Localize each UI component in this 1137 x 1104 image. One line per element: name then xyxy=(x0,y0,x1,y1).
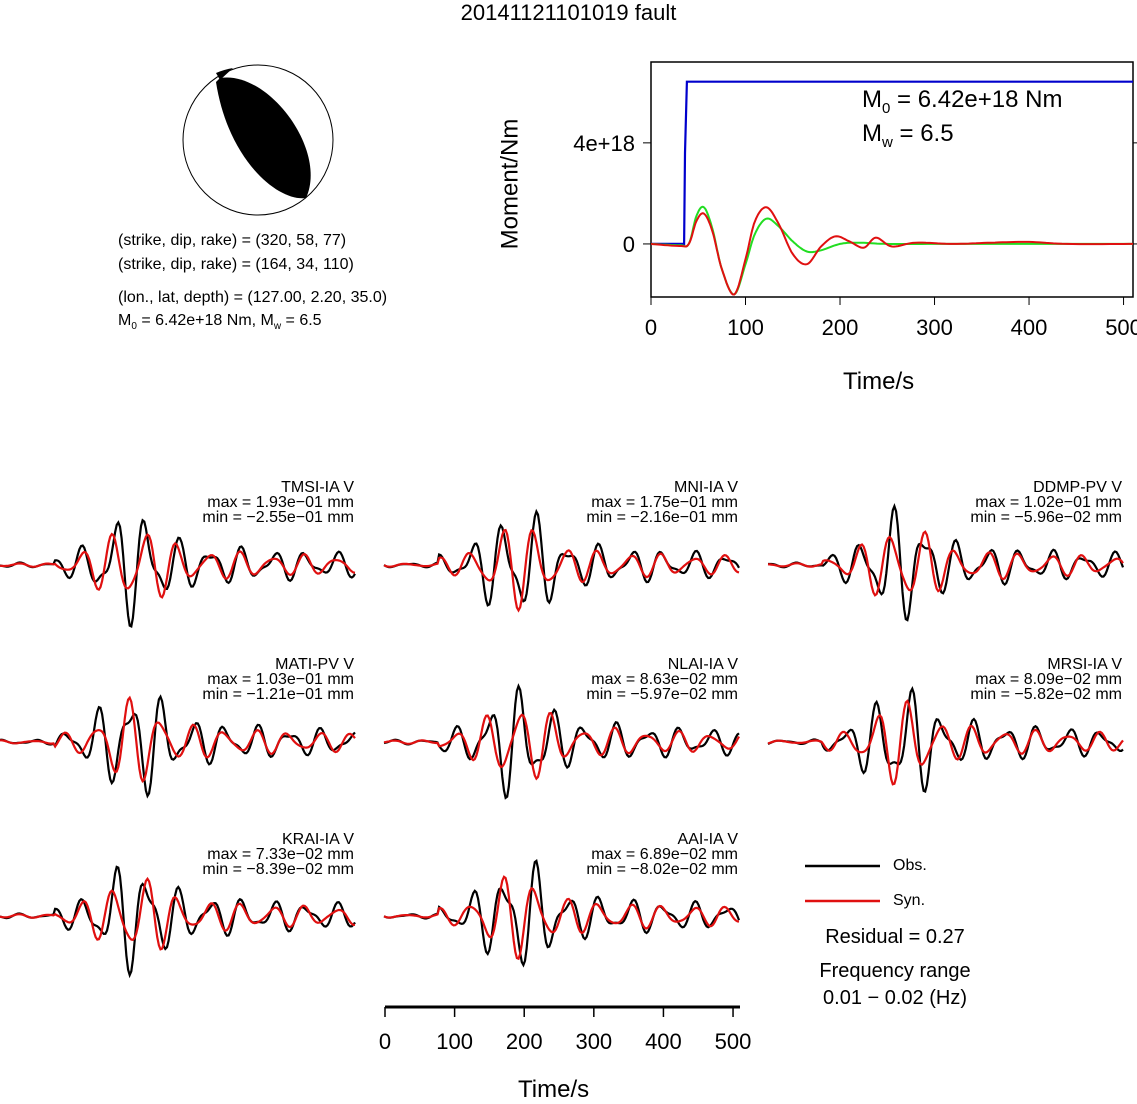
legend-obs-label: Obs. xyxy=(893,857,927,874)
moment-series-line xyxy=(651,80,1133,245)
synthetic-waveform xyxy=(383,875,740,961)
observed-waveform xyxy=(383,683,740,800)
legend-syn-label: Syn. xyxy=(893,892,926,909)
waveform-xtick-label: 200 xyxy=(506,1029,543,1054)
synthetic-waveform xyxy=(767,699,1124,786)
synthetic-waveform xyxy=(0,532,356,599)
waveform-xlabel: Time/s xyxy=(518,1076,590,1103)
location-text: (lon., lat, depth) = (127.00, 2.20, 35.0… xyxy=(118,289,388,306)
frequency-range-label: Frequency range xyxy=(819,960,971,982)
figure-title: 20141121101019 fault xyxy=(460,0,677,25)
observed-waveform xyxy=(0,694,356,799)
waveform-xtick-label: 400 xyxy=(645,1029,682,1054)
moment-ytick-label: 4e+18 xyxy=(573,131,635,156)
synthetic-waveform xyxy=(383,712,740,781)
beachball-compression-tip xyxy=(216,68,233,80)
synthetic-waveform xyxy=(0,876,356,951)
observed-waveform xyxy=(0,865,356,979)
waveform-xtick-label: 300 xyxy=(575,1029,612,1054)
moment-xtick-label: 200 xyxy=(822,315,859,340)
frequency-range-value: 0.01 − 0.02 (Hz) xyxy=(823,987,967,1009)
moment-xtick-label: 400 xyxy=(1011,315,1048,340)
observed-waveform xyxy=(767,686,1124,794)
synthetic-waveform xyxy=(767,530,1124,597)
moment-panel-frame xyxy=(650,61,1134,298)
moment-magnitude-text: M0 = 6.42e+18 Nm, Mw = 6.5 xyxy=(118,312,322,333)
waveform-xtick-label: 500 xyxy=(715,1029,752,1054)
synthetic-waveform xyxy=(383,528,740,613)
residual-text: Residual = 0.27 xyxy=(825,926,965,948)
synthetic-waveform xyxy=(0,695,356,783)
moment-series-line xyxy=(650,206,1133,296)
nodal-plane-1: (strike, dip, rake) = (320, 58, 77) xyxy=(118,232,347,249)
waveform-xtick-label: 0 xyxy=(379,1029,391,1054)
waveform-xtick-label: 100 xyxy=(436,1029,473,1054)
nodal-plane-2: (strike, dip, rake) = (164, 34, 110) xyxy=(118,256,354,273)
moment-ytick-label: 0 xyxy=(623,232,635,257)
moment-annotation-mw: Mw = 6.5 xyxy=(862,120,954,151)
observed-waveform xyxy=(383,508,740,607)
moment-annotation-m0: M0 = 6.42e+18 Nm xyxy=(862,86,1063,117)
moment-xtick-label: 300 xyxy=(916,315,953,340)
moment-xtick-label: 500 xyxy=(1105,315,1137,340)
moment-series-line xyxy=(650,205,1133,296)
moment-xtick-label: 0 xyxy=(645,315,657,340)
moment-xtick-label: 100 xyxy=(727,315,764,340)
beachball-compression-lobe xyxy=(216,77,311,199)
observed-waveform xyxy=(0,518,356,629)
moment-xlabel: Time/s xyxy=(843,368,915,395)
